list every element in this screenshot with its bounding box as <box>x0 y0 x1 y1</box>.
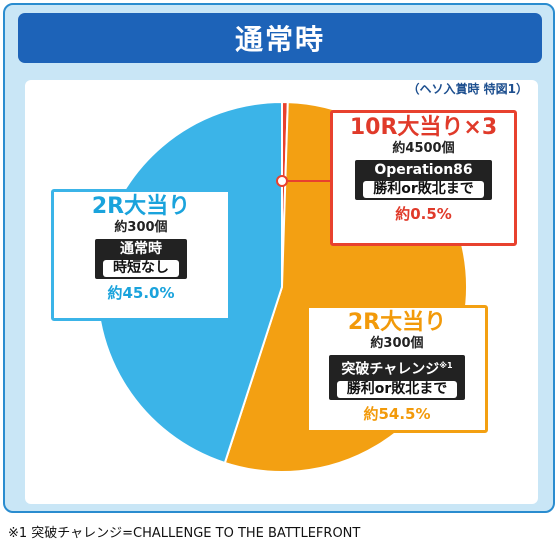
footnote: ※1 突破チャレンジ=CHALLENGE TO THE BATTLEFRONT <box>8 526 361 541</box>
label-mode-detail: 勝利or敗北まで <box>363 181 484 198</box>
label-mode-text: 突破チャレンジ <box>341 361 440 378</box>
label-percent: 約54.5% <box>363 404 431 423</box>
label-mode-box: 通常時 時短なし <box>95 239 187 279</box>
label-mode: 突破チャレンジ※1 <box>337 357 458 379</box>
page-title: 通常時 <box>18 13 542 63</box>
leader-dot <box>276 175 288 187</box>
label-payout: 約4500個 <box>392 141 455 156</box>
label-mode-box: Operation86 勝利or敗北まで <box>355 160 492 200</box>
label-2r-normal: 2R大当り 約300個 通常時 時短なし 約45.0% <box>51 189 231 321</box>
label-mode-box: 突破チャレンジ※1 勝利or敗北まで <box>328 355 466 400</box>
chart-note: （ヘソ入賞時 特図1） <box>407 82 528 96</box>
label-title: 2R大当り <box>347 310 447 335</box>
label-title: 2R大当り <box>91 194 191 219</box>
label-mode: Operation86 <box>374 162 473 178</box>
label-title: 10R大当り×3 <box>349 115 498 140</box>
label-percent: 約0.5% <box>395 205 452 223</box>
label-10r: 10R大当り×3 約4500個 Operation86 勝利or敗北まで 約0.… <box>330 110 517 246</box>
label-2r-challenge: 2R大当り 約300個 突破チャレンジ※1 勝利or敗北まで 約54.5% <box>306 305 488 433</box>
label-percent: 約45.0% <box>107 284 175 302</box>
label-mode-detail: 時短なし <box>103 260 179 277</box>
label-payout: 約300個 <box>114 220 168 235</box>
label-mode-detail: 勝利or敗北まで <box>336 380 458 398</box>
label-mode: 通常時 <box>120 241 162 257</box>
label-payout: 約300個 <box>370 336 424 351</box>
label-mode-footnote-mark: ※1 <box>439 361 453 370</box>
